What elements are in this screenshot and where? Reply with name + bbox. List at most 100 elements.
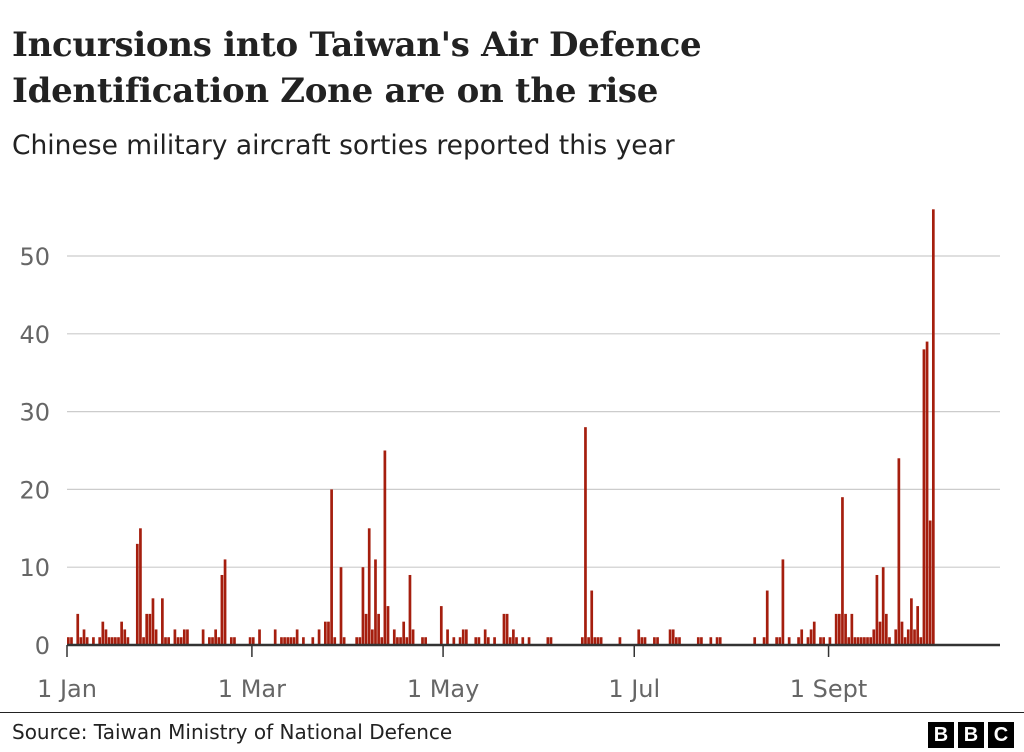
- bar: [894, 629, 898, 645]
- bar: [292, 637, 296, 645]
- bar: [377, 613, 380, 645]
- source-note: Source: Taiwan Ministry of National Defe…: [12, 720, 453, 744]
- bar: [173, 629, 177, 645]
- bbc-logo: B B C: [928, 722, 1014, 748]
- bar: [229, 637, 233, 645]
- bar: [656, 637, 659, 645]
- bar: [775, 637, 778, 645]
- bar: [145, 613, 149, 645]
- bar: [580, 637, 584, 645]
- bar: [182, 629, 186, 645]
- bar: [900, 621, 904, 645]
- bar: [477, 637, 481, 645]
- bar: [452, 637, 456, 645]
- bar: [483, 629, 487, 645]
- bar: [903, 637, 907, 645]
- bar: [781, 559, 785, 645]
- bar: [819, 637, 822, 645]
- bar: [280, 637, 283, 645]
- bar: [151, 598, 155, 645]
- bar: [386, 606, 390, 645]
- bar: [928, 520, 932, 645]
- bar: [392, 629, 396, 645]
- bar: [82, 629, 86, 645]
- bar: [765, 590, 769, 645]
- bar: [439, 606, 443, 645]
- bar: [925, 341, 929, 645]
- bar: [258, 629, 261, 645]
- bar: [317, 629, 321, 645]
- bar: [806, 637, 810, 645]
- bar: [797, 637, 800, 645]
- bar: [114, 637, 117, 645]
- chart-title: Incursions into Taiwan's Air Defence Ide…: [12, 22, 702, 114]
- bar: [461, 629, 465, 645]
- x-tick-label: 1 May: [407, 675, 480, 703]
- bar: [521, 637, 525, 645]
- bar: [405, 637, 409, 645]
- bbc-logo-letter: B: [958, 722, 984, 748]
- bars: [67, 209, 935, 645]
- bar: [289, 637, 293, 645]
- y-tick-label: 20: [19, 476, 50, 504]
- bar: [101, 621, 105, 645]
- bar: [273, 629, 277, 645]
- bar: [283, 637, 286, 645]
- bar: [383, 450, 387, 645]
- bar: [361, 567, 365, 645]
- bar: [342, 637, 346, 645]
- bar: [812, 621, 816, 645]
- bar: [402, 621, 406, 645]
- bar: [120, 621, 123, 645]
- bar: [906, 629, 910, 645]
- bar: [800, 629, 804, 645]
- bar: [674, 637, 678, 645]
- x-tick-label: 1 Jan: [37, 675, 97, 703]
- title-line-2: Identification Zone are on the rise: [12, 71, 659, 111]
- bar: [399, 637, 402, 645]
- bar: [104, 629, 108, 645]
- gridlines: [67, 255, 1000, 568]
- y-tick-label: 50: [19, 243, 50, 271]
- bar: [584, 427, 587, 645]
- bar: [92, 637, 95, 645]
- x-tick-label: 1 Jul: [608, 675, 660, 703]
- bar: [919, 637, 923, 645]
- bar: [599, 637, 603, 645]
- bar: [208, 637, 211, 645]
- bar: [637, 629, 641, 645]
- chart-subtitle: Chinese military aircraft sorties report…: [12, 130, 675, 161]
- bar: [872, 629, 876, 645]
- bar: [875, 574, 879, 645]
- bar: [590, 590, 594, 645]
- bar: [396, 637, 399, 645]
- bar: [76, 613, 80, 645]
- bar: [866, 637, 869, 645]
- bar: [107, 637, 111, 645]
- bar: [762, 637, 766, 645]
- bar: [863, 637, 866, 645]
- bar: [671, 629, 675, 645]
- bar: [718, 637, 722, 645]
- bar: [67, 637, 70, 645]
- bar: [596, 637, 600, 645]
- bar: [753, 637, 757, 645]
- bar: [618, 637, 622, 645]
- bbc-logo-letter: B: [928, 722, 954, 748]
- bar: [211, 637, 214, 645]
- bar: [700, 637, 703, 645]
- bar: [233, 637, 236, 645]
- title-line-1: Incursions into Taiwan's Air Defence: [12, 25, 702, 65]
- bar: [367, 528, 371, 645]
- bar: [527, 637, 531, 645]
- bar: [161, 598, 164, 645]
- bar: [640, 637, 644, 645]
- x-axis: 1 Jan 1 Mar 1 May 1 Jul 1 Sept: [37, 643, 1000, 703]
- bar: [333, 637, 337, 645]
- bar: [323, 621, 327, 645]
- bar: [339, 567, 343, 645]
- bar: [884, 613, 888, 645]
- bar: [668, 629, 672, 645]
- bar: [502, 613, 506, 645]
- bar: [856, 637, 860, 645]
